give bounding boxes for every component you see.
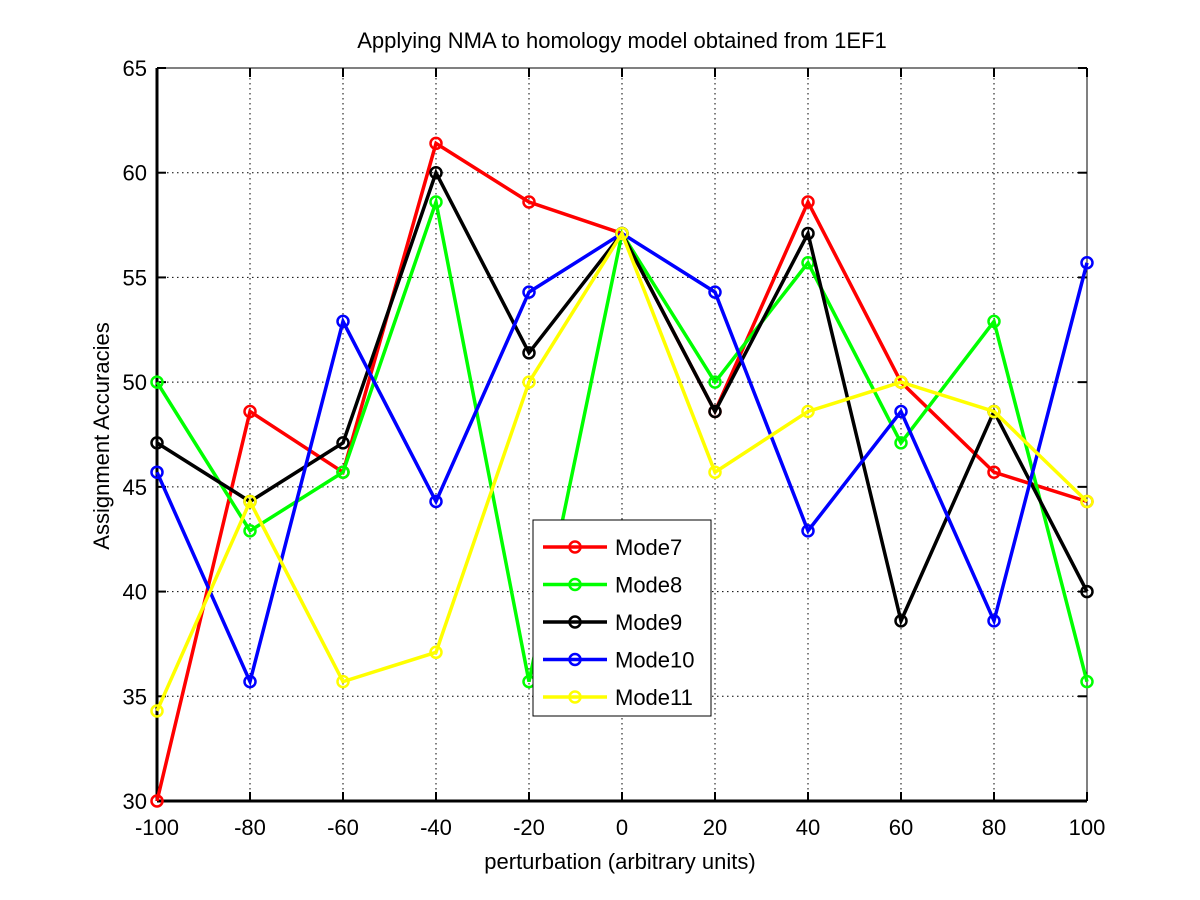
data-point (429, 645, 443, 660)
y-tick-label: 35 (123, 684, 147, 709)
legend-swatch-marker (568, 540, 582, 554)
data-point (894, 404, 908, 419)
data-point (987, 404, 1001, 419)
y-tick-label: 55 (123, 265, 147, 290)
data-point (522, 285, 536, 299)
x-tick-label: 20 (703, 815, 727, 840)
legend-item: Mode9 (543, 610, 682, 635)
data-point (522, 195, 536, 209)
x-tick-label: 0 (616, 815, 628, 840)
legend-label: Mode7 (615, 535, 682, 560)
data-point (429, 195, 443, 209)
data-point (336, 465, 350, 479)
legend-item: Mode7 (543, 535, 682, 560)
data-point (801, 226, 815, 241)
y-tick-label: 60 (123, 161, 147, 186)
data-point (708, 375, 722, 389)
data-point (1080, 494, 1094, 509)
data-point (615, 226, 629, 241)
y-tick-label: 30 (123, 789, 147, 814)
x-tick-label: -80 (234, 815, 266, 840)
data-point (987, 614, 1001, 628)
legend-item: Mode11 (543, 685, 693, 710)
data-point (987, 465, 1001, 479)
legend-label: Mode9 (615, 610, 682, 635)
data-point (894, 614, 908, 628)
chart-title: Applying NMA to homology model obtained … (357, 28, 887, 53)
y-tick-label: 50 (123, 370, 147, 395)
x-tick-label: 40 (796, 815, 820, 840)
legend-item: Mode10 (543, 648, 695, 673)
x-tick-label: 80 (982, 815, 1006, 840)
data-point (1080, 256, 1094, 270)
data-point (336, 674, 350, 689)
legend-swatch-marker (568, 652, 582, 667)
data-point (894, 375, 908, 389)
data-point (336, 314, 350, 329)
data-point (429, 165, 443, 180)
legend-label: Mode8 (615, 573, 682, 598)
data-point (243, 494, 257, 509)
data-point (522, 375, 536, 389)
x-tick-label: -20 (513, 815, 545, 840)
data-point (243, 524, 257, 538)
data-point (708, 404, 722, 419)
data-point (708, 465, 722, 479)
legend: Mode7 Mode8 Mode9 Mode10 Mode11 (532, 519, 712, 717)
data-point (150, 794, 164, 808)
y-axis-label: Assignment Accuracies (89, 322, 114, 549)
x-tick-label: -40 (420, 815, 452, 840)
data-point (150, 465, 164, 479)
x-tick-label: 60 (889, 815, 913, 840)
ticks: -100 -80 -60 -40 -20 0 20 40 60 80 100 30 35 40 45 50 55… (123, 56, 1106, 840)
x-tick-label: -100 (135, 815, 179, 840)
legend-label: Mode10 (615, 648, 695, 673)
legend-swatch-marker (568, 615, 582, 629)
legend-box (532, 519, 712, 717)
y-tick-label: 45 (123, 475, 147, 500)
x-axis-label: perturbation (arbitrary units) (484, 849, 755, 874)
data-point (801, 195, 815, 209)
y-tick-label: 40 (123, 580, 147, 605)
legend-swatch-marker (568, 690, 582, 704)
series-line (155, 229, 1089, 712)
data-point (243, 674, 257, 689)
legend-swatch-marker (568, 577, 582, 592)
data-point (150, 375, 164, 389)
legend-label: Mode11 (615, 685, 693, 710)
data-point (150, 704, 164, 718)
data-point (1080, 674, 1094, 689)
x-tick-label: 100 (1069, 815, 1106, 840)
x-tick-label: -60 (327, 815, 359, 840)
series-group (150, 136, 1094, 808)
data-point (150, 436, 164, 450)
data-point (987, 314, 1001, 329)
data-point (429, 136, 443, 151)
data-point (894, 436, 908, 450)
data-point (1080, 584, 1094, 599)
series-mode11 (150, 226, 1094, 718)
data-point (243, 404, 257, 419)
data-point (522, 346, 536, 360)
data-point (336, 436, 350, 450)
data-point (801, 404, 815, 419)
y-tick-label: 65 (123, 56, 147, 81)
data-point (429, 494, 443, 509)
data-point (801, 524, 815, 538)
data-point (708, 285, 722, 299)
legend-item: Mode8 (543, 573, 682, 598)
